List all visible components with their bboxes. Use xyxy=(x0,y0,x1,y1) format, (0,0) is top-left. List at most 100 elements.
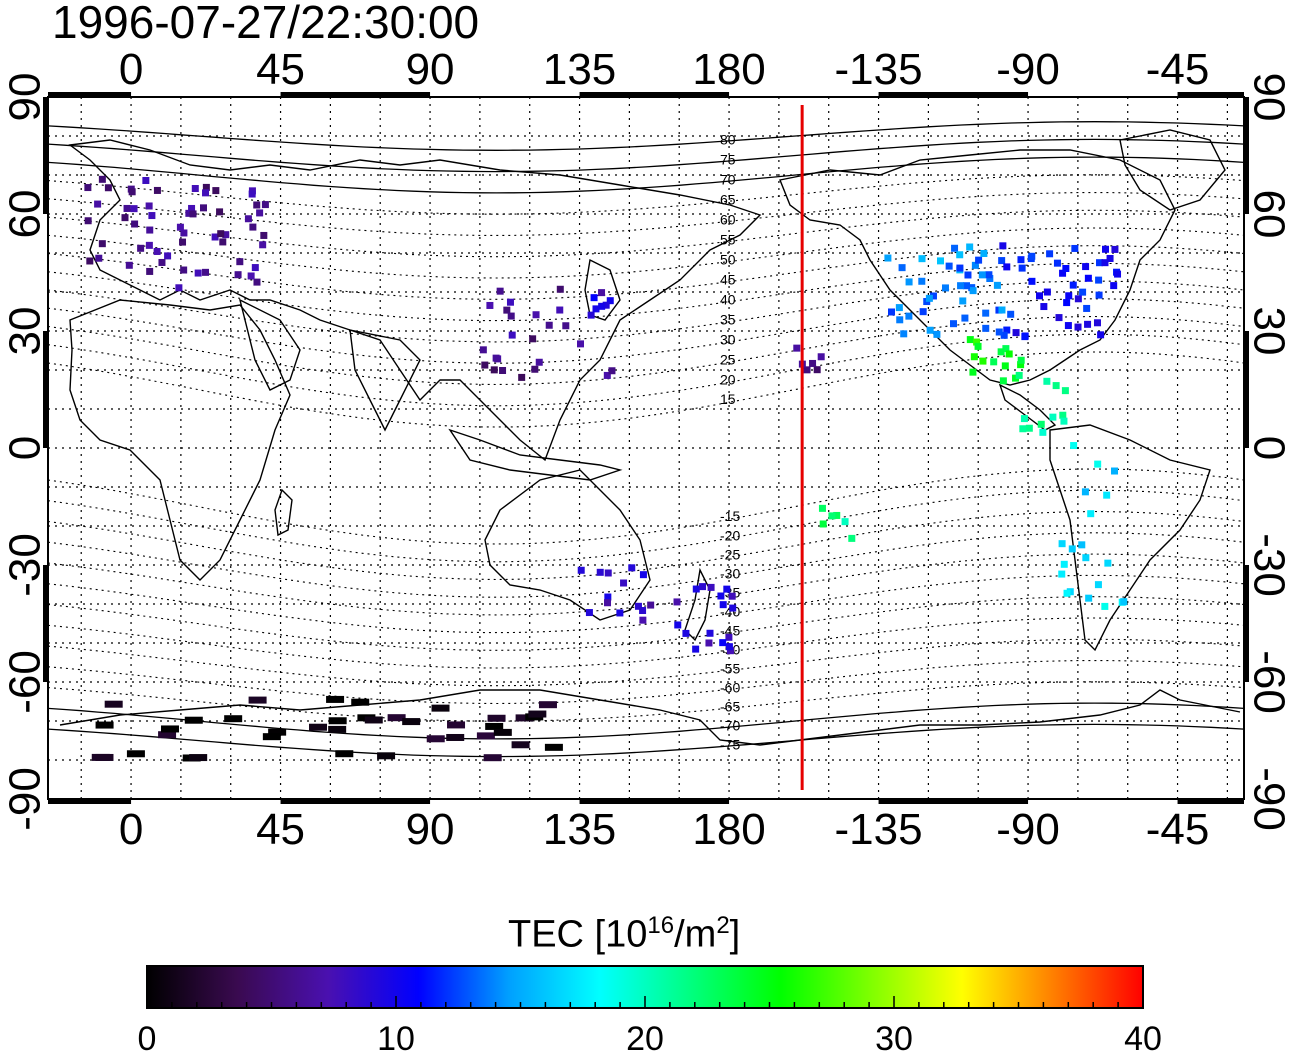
tec-cell-north-america-west- xyxy=(1000,331,1008,339)
tec-cell-north-america-west- xyxy=(986,275,994,283)
tec-cell-north-america-east- xyxy=(1012,329,1020,337)
tec-cell-north-america-east- xyxy=(1071,244,1079,252)
axis-scale-bars xyxy=(43,92,1249,804)
tec-cell-australia xyxy=(596,568,604,576)
colorbar-tick-label: 40 xyxy=(1124,1020,1162,1058)
tec-cell-mexico xyxy=(979,357,987,365)
lon-label-bottom: 180 xyxy=(692,805,765,854)
tec-cell-central-america xyxy=(1020,415,1028,423)
tec-cell-new-zealand xyxy=(719,639,727,647)
contour-label: 70 xyxy=(720,172,736,188)
tec-cell-north-america-west- xyxy=(969,287,977,295)
tec-cell-mexico xyxy=(1005,350,1013,358)
tec-cell-europe xyxy=(260,231,268,239)
tec-cell-north-america-west- xyxy=(925,294,933,302)
colorbar-tick-label: 0 xyxy=(137,1020,157,1058)
tec-cell-north-america-west- xyxy=(950,320,958,328)
tec-cell-antarctica xyxy=(326,695,345,703)
tec-cell-europe xyxy=(212,187,220,195)
magnetic-contour xyxy=(48,280,1244,343)
tec-cell-central-america xyxy=(1015,371,1023,379)
tec-cell-south-america xyxy=(1063,589,1071,597)
tec-cell-australia xyxy=(585,609,593,617)
tec-cell-japan xyxy=(592,305,600,313)
tec-cell-north-america-east- xyxy=(1095,291,1103,299)
tec-cell-europe xyxy=(145,202,153,210)
tec-cell-north-america-west- xyxy=(956,251,964,259)
tec-cell-antarctica xyxy=(431,704,450,712)
magnetic-contour xyxy=(48,262,1244,322)
tec-cell-new-zealand xyxy=(674,621,682,629)
tec-cell-mexico xyxy=(990,358,998,366)
tec-cell-north-america-west- xyxy=(933,330,941,338)
tec-cell-europe xyxy=(125,261,133,269)
tec-cell-east-asia xyxy=(603,371,611,379)
tec-cell-north-america-west- xyxy=(995,328,1003,336)
lat-label-left: 90 xyxy=(1,73,50,122)
axis-bar-left xyxy=(43,97,48,214)
axis-tick-labels: 0 45 90 135 180 -135 -90 -450 45 90 135 180 -135 -90-… xyxy=(1,45,1292,854)
tec-cell-south-america xyxy=(1103,491,1111,499)
tec-cell-south-america xyxy=(1070,442,1078,450)
tec-cell-east-asia xyxy=(492,354,500,362)
tec-cell-europe xyxy=(185,209,193,217)
tec-cell-antarctica xyxy=(515,714,534,722)
tec-cell-antarctica xyxy=(224,715,243,723)
tec-cell-europe xyxy=(148,212,156,220)
coast-central-america xyxy=(998,383,1057,431)
tec-cell-antarctica xyxy=(528,710,547,718)
tec-cell-europe xyxy=(164,252,172,260)
lon-label-top: 90 xyxy=(406,45,455,94)
lon-label-bottom: -90 xyxy=(996,805,1060,854)
axis-bar-top xyxy=(280,92,431,97)
tec-cell-europe xyxy=(222,231,230,239)
contour-label: 15 xyxy=(720,391,736,407)
tec-cell-europe xyxy=(179,238,187,246)
axis-bar-bottom xyxy=(878,799,1029,804)
tec-cell-europe xyxy=(247,272,255,280)
contour-label: -70 xyxy=(720,718,740,734)
tec-cell-new-zealand xyxy=(692,645,700,653)
tec-cell-north-america-east- xyxy=(1097,331,1105,339)
tec-cell-south-pacific xyxy=(819,520,827,528)
tec-cell-north-america-east- xyxy=(1046,250,1054,258)
colorbar-title-exp2: 2 xyxy=(716,912,730,939)
tec-cell-antarctica xyxy=(335,750,354,758)
tec-cell-europe xyxy=(199,204,207,212)
lat-label-right: -60 xyxy=(1244,650,1292,714)
tec-cell-central-america xyxy=(1052,382,1060,390)
lon-label-top: 180 xyxy=(692,45,765,94)
colorbar-title: TEC [1016/m2] xyxy=(508,904,740,957)
tec-cell-antarctica xyxy=(377,752,396,760)
contour-label: 35 xyxy=(720,311,736,327)
tec-cell-europe xyxy=(153,186,161,194)
tec-cell-antarctica xyxy=(402,718,421,726)
lon-label-top: -45 xyxy=(1146,45,1210,94)
tec-cell-south-america xyxy=(1094,460,1102,468)
contour-label: 55 xyxy=(720,232,736,248)
tec-cell-antarctica xyxy=(544,743,563,751)
tec-cell-hawaii xyxy=(809,359,817,367)
tec-cell-north-america-west- xyxy=(964,271,972,279)
tec-cell-antarctica xyxy=(184,716,203,724)
tec-cell-australia xyxy=(604,569,612,577)
tec-cell-north-america-east- xyxy=(1040,303,1048,311)
tec-cell-antarctica xyxy=(95,753,114,761)
tec-cell-japan xyxy=(606,297,614,305)
tec-cell-north-america-west- xyxy=(957,282,965,290)
contour-label: 80 xyxy=(720,132,736,148)
lon-label-top: 135 xyxy=(543,45,616,94)
tec-cell-central-america xyxy=(1061,387,1069,395)
colorbar-tick-label: 20 xyxy=(626,1020,664,1058)
tec-cell-europe xyxy=(248,190,256,198)
tec-cell-europe xyxy=(84,184,92,192)
tec-cell-mexico xyxy=(970,353,978,361)
colorbar-title-prefix: TEC [10 xyxy=(508,913,648,956)
magnetic-contour xyxy=(48,553,1244,616)
tec-cell-mexico xyxy=(1017,356,1025,364)
tec-cell-hawaii xyxy=(793,344,801,352)
axis-bar-top xyxy=(579,92,730,97)
tec-cell-south-pacific xyxy=(828,512,836,520)
tec-cell-europe xyxy=(94,200,102,208)
tec-cell-new-zealand xyxy=(692,585,700,593)
